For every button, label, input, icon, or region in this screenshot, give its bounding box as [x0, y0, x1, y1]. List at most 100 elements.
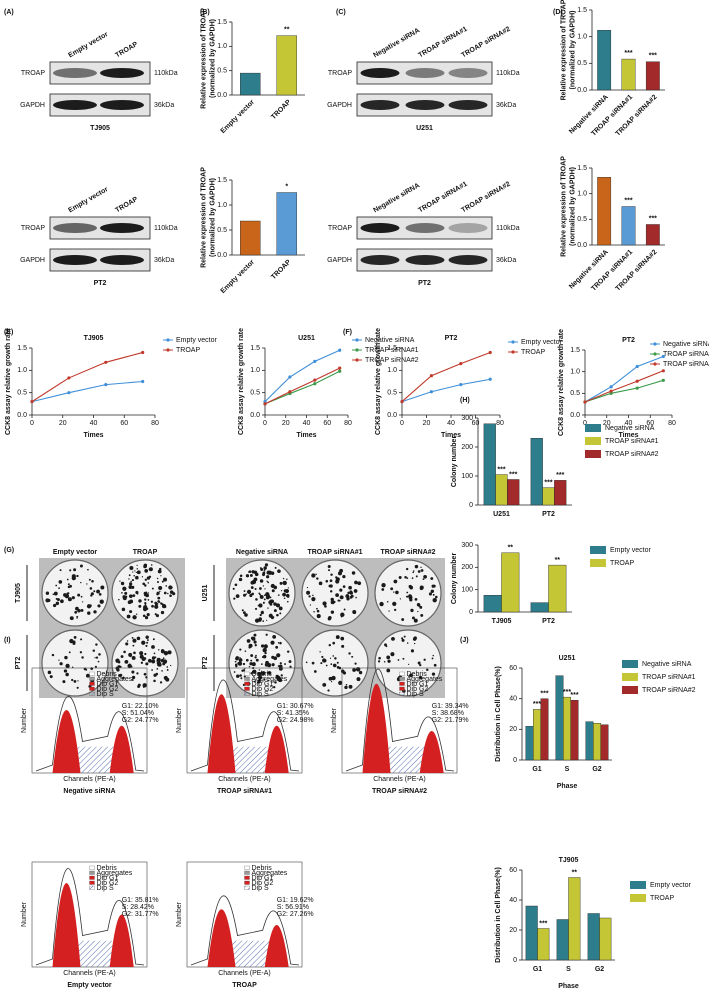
colony-dot [52, 603, 57, 608]
lane-label: Empty vector [67, 31, 109, 59]
colony-dot [267, 581, 270, 584]
y-tick-label: 1.0 [217, 43, 227, 50]
colony-dot [406, 591, 409, 594]
colony-dot [264, 568, 266, 571]
colony-dot [122, 586, 127, 591]
colony-dot [412, 616, 415, 620]
colony-dot [339, 568, 344, 573]
flow-s-phase [376, 746, 432, 773]
colony-dot [129, 582, 133, 586]
x-tick-label: 80 [668, 420, 676, 427]
colony-dot [399, 598, 402, 600]
colony-dot [263, 644, 268, 649]
colony-dot [60, 599, 64, 604]
colony-dot [343, 608, 346, 611]
flow-legend-label: Aggregates [252, 676, 288, 683]
bar [548, 564, 567, 613]
colony-dot [397, 659, 400, 661]
colony-dot [132, 644, 135, 647]
kda-label: 110kDa [154, 70, 178, 77]
significance-mark: * [285, 183, 288, 190]
colony-row-label: U251 [202, 585, 209, 602]
significance-mark: *** [624, 197, 632, 204]
colony-dot [354, 580, 358, 585]
colony-dot [65, 672, 69, 677]
colony-dot [116, 668, 120, 672]
x-tick-label: 40 [90, 420, 98, 427]
colony-dot [377, 660, 381, 663]
data-point [67, 376, 71, 380]
colony-dot [263, 569, 266, 572]
colony-dot [85, 673, 90, 678]
flow-y-label: Number [176, 707, 183, 733]
colony-dot [155, 614, 159, 618]
colony-dot [381, 583, 386, 588]
colony-plate [374, 629, 442, 697]
colony-dot [143, 563, 148, 568]
colony-dot [423, 574, 427, 579]
y-tick-label: 100 [461, 587, 473, 594]
flow-legend-swatch [399, 691, 405, 696]
colony-dot [269, 613, 272, 616]
colony-dot [246, 639, 251, 643]
colony-dot [118, 598, 120, 601]
lane-label: TROAP [114, 41, 139, 59]
blot-band [53, 68, 97, 78]
blot-band [100, 223, 144, 233]
colony-column-label: TROAP [133, 549, 158, 556]
legend-marker [355, 348, 359, 352]
x-tick-label: G1 [533, 966, 542, 973]
colony-dot [414, 598, 418, 601]
bar [645, 224, 660, 246]
colony-dot [318, 581, 323, 586]
colony-dot [386, 668, 391, 673]
colony-dot [131, 637, 134, 639]
y-tick-label: 40 [509, 897, 517, 904]
legend-label: TROAP siRNA#1 [642, 674, 696, 681]
colony-dot [316, 614, 321, 619]
flow-legend-swatch [89, 671, 95, 676]
x-tick-label: TROAP [270, 259, 293, 282]
colony-dot [433, 599, 437, 602]
flow-g1-peak [52, 710, 81, 773]
colony-dot [128, 585, 133, 589]
colony-dot [409, 673, 413, 678]
colony-row-label: PT2 [202, 656, 209, 669]
colony-dot [277, 594, 280, 596]
colony-dot [406, 577, 409, 580]
colony-dot [387, 659, 391, 663]
colony-dot [278, 606, 283, 611]
colony-dot [244, 613, 248, 617]
colony-dot [67, 585, 71, 589]
colony-dot [259, 579, 264, 583]
colony-dot [322, 601, 327, 606]
colony-dot [241, 669, 244, 672]
flow-g2-peak [264, 725, 289, 773]
colony-dot [311, 573, 316, 578]
y-axis-title: (normalized by GAPDH) [209, 178, 216, 257]
data-point [429, 390, 433, 394]
flow-legend-label: Dip G1 [97, 681, 119, 688]
colony-dot [45, 598, 50, 603]
colony-dot [131, 678, 134, 681]
colony-dot [147, 639, 149, 641]
bar [525, 905, 538, 961]
x-tick-label: 60 [323, 420, 331, 427]
flow-legend-swatch [89, 865, 95, 870]
colony-dot [135, 613, 138, 615]
y-axis-title: CCK8 assay relative growth rate [375, 328, 382, 435]
kda-label: 110kDa [496, 70, 520, 77]
y-tick-label: 0 [513, 957, 517, 964]
flow-legend-label: Dip G1 [97, 875, 119, 882]
x-tick-label: 60 [472, 420, 480, 427]
colony-dot [136, 636, 141, 641]
colony-dot [426, 668, 429, 672]
colony-dot [325, 579, 329, 583]
colony-dot [73, 679, 77, 683]
colony-dot [243, 590, 246, 592]
panel-label: (F) [343, 329, 352, 336]
colony-dot [408, 594, 412, 598]
colony-dot [144, 615, 149, 620]
colony-dot [342, 671, 346, 674]
colony-dot [160, 610, 165, 615]
